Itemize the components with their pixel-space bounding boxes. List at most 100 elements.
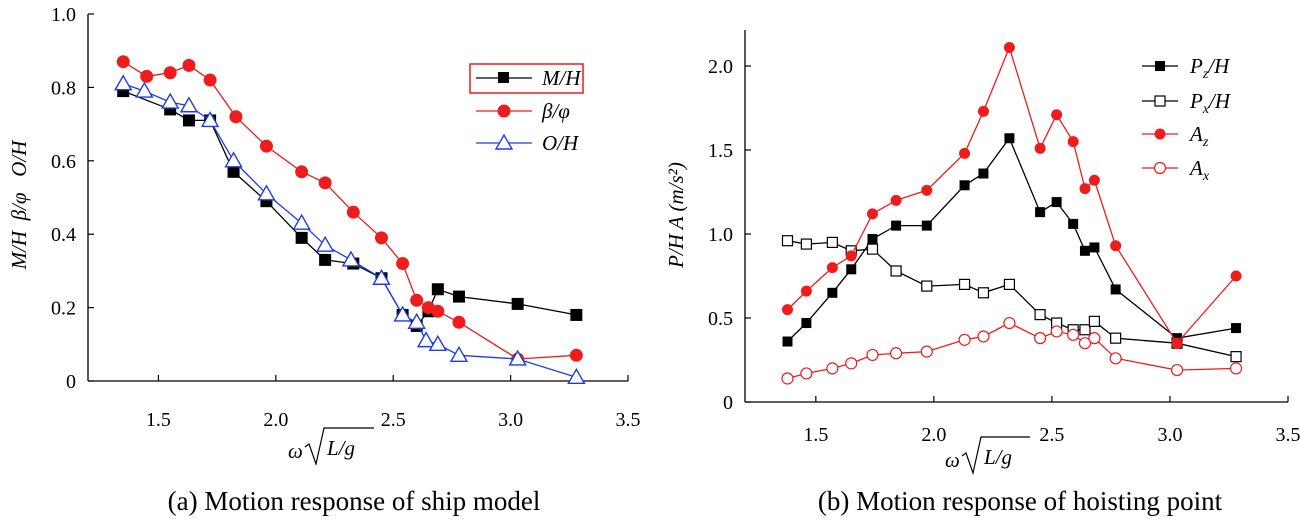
panel-a-x-label-sqrt: L/g (326, 436, 355, 460)
legend-pz-rest: /H (1207, 54, 1231, 78)
panel-b-data-point-px-h (1230, 351, 1242, 363)
panel-b-data-point-ax (1003, 316, 1016, 330)
panel-a-data-point-o-h (292, 213, 311, 230)
panel-b-data-point-px-h (921, 280, 933, 292)
legend-px-p: P (1189, 89, 1203, 113)
panel-a-data-point-series-1 (452, 315, 466, 329)
panel-a-data-point-series-1 (259, 139, 273, 153)
panel-b-xtick-label: 2.5 (1039, 424, 1064, 446)
panel-a-ytick-label: 0 (66, 371, 76, 393)
panel-a-sqrt-sign (304, 427, 374, 467)
panel-a-data-point-o-h (393, 305, 412, 322)
panel-b-data-point-ax (1050, 325, 1063, 338)
panel-a-data-point-o-h (341, 250, 361, 267)
panel-b-data-point-px-h (1088, 315, 1101, 327)
panel-b-xtick-label: 1.5 (803, 424, 828, 446)
panel-b-xtick-label: 2.0 (921, 424, 946, 446)
panel-b-data-point-az (921, 184, 933, 196)
panel-b-data-point-ax (1078, 337, 1092, 350)
panel-b-data-point-pz-h (782, 336, 793, 347)
panel-a-data-point-series-1 (203, 73, 217, 87)
panel-b-data-point-ax (958, 333, 971, 346)
panel-b-data-point-ax (866, 348, 879, 362)
panel-a-ytick-label: 0.4 (51, 224, 76, 246)
panel-a-data-point-o-h (407, 312, 426, 329)
panel-a-series-line-o-h (122, 83, 577, 378)
legend-marker-o-h (494, 133, 514, 150)
legend-px-rest: /H (1208, 89, 1232, 113)
panel-b-data-point-az (781, 304, 793, 316)
caption-b: (b) Motion response of hoisting point (818, 486, 1223, 516)
panel-b-ytick-label: 1.0 (708, 224, 733, 246)
panel-b-data-point-pz-h (1004, 133, 1015, 144)
panel-b-data-point-ax (800, 367, 813, 380)
panel-b-data-point-az (1067, 136, 1079, 148)
panel-b-xtick-label: 3.5 (1276, 424, 1300, 446)
panel-a-data-point-o-h (200, 111, 220, 128)
panel-b-data-point-ax (1067, 328, 1080, 341)
panel-b-data-point-ax (781, 372, 794, 385)
panel-a-data-point-m-h (511, 297, 524, 310)
panel-b-data-point-ax (889, 347, 903, 360)
panel-a-data-point-o-h (567, 367, 586, 385)
panel-b-data-point-px-h (890, 265, 902, 277)
panel-b-xtick-label: 3.0 (1157, 424, 1182, 446)
panel-a-data-point-o-h (428, 334, 448, 351)
legend-label-az: Az (1188, 122, 1209, 150)
panel-b-data-point-az (890, 194, 902, 206)
panel-a-data-point-o-h (508, 349, 527, 366)
panel-a-data-point-m-h (319, 253, 332, 266)
panel-a-data-point-series-1 (431, 304, 445, 318)
panel-b-series-line-az (787, 45, 1237, 345)
panel-b-data-point-az (1003, 42, 1015, 54)
panel-b-ytick-label: 1.5 (708, 140, 733, 162)
panel-a-data-point-o-h (416, 331, 436, 348)
panel-a-data-point-series-1 (182, 58, 196, 72)
panel-a-legend: M/H β/φ O/H (469, 63, 584, 155)
panel-b-data-point-ax (977, 330, 990, 343)
panel-a-xtick-label: 2.5 (381, 409, 406, 431)
panel-b-data-point-pz-h (846, 264, 857, 275)
panel-b-data-point-ax (1088, 332, 1101, 345)
panel-b-data-point-px-h (781, 235, 794, 247)
panel-a-data-point-m-h (227, 165, 240, 178)
panel-a-data-point-o-h (135, 81, 154, 98)
panel-b-x-label-omega: ω (945, 448, 960, 472)
panel-b-data-point-az (800, 285, 812, 297)
panel-b-data-point-az (866, 208, 878, 220)
panel-a-data-point-series-1 (396, 257, 410, 271)
panel-b-sqrt-sign (961, 436, 1030, 476)
panel-a-data-point-o-h (224, 151, 243, 168)
legend-px-sub: x (1202, 102, 1210, 117)
panel-a-data-point-o-h (257, 184, 276, 201)
panel-b-data-point-ax (1229, 362, 1243, 375)
panel-b-data-point-pz-h (867, 234, 878, 245)
panel-b-data-point-pz-h (978, 168, 989, 179)
panel-b-data-point-px-h (1110, 332, 1122, 344)
panel-a-data-point-m-h (570, 308, 583, 321)
panel-a-data-point-series-1 (569, 348, 583, 362)
panel-a-data-point-series-1 (318, 176, 332, 190)
panel-a-xtick-label: 3.0 (498, 409, 523, 431)
panel-a-x-label-omega: ω (288, 439, 303, 463)
legend-marker-ax (1153, 161, 1167, 175)
legend-az-sub: z (1202, 135, 1209, 150)
panel-a-data-point-series-1 (295, 165, 309, 179)
panel-b-data-point-pz-h (891, 220, 902, 231)
panel-b-data-point-az (959, 147, 971, 159)
panel-b-ytick-label: 0 (723, 392, 733, 414)
panel-a-data-point-m-h (452, 290, 465, 303)
panel-b-data-point-pz-h (1079, 245, 1090, 256)
panel-b-data-point-px-h (826, 236, 838, 248)
panel-b: 1.5 2.0 2.5 3.0 3.5 0 0.5 1.0 1.5 2.0 P/H A (m/s… (664, 30, 1300, 516)
legend-highlight-box (469, 63, 584, 94)
panel-b-data-point-ax (920, 345, 933, 358)
panel-a-ytick-label: 0.8 (51, 77, 76, 99)
panel-b-data-point-pz-h (921, 220, 932, 231)
panel-a-data-point-m-h (295, 231, 308, 244)
panel-a-data-point-o-h (372, 268, 391, 285)
panel-a-x-label: ω L/g (288, 427, 374, 467)
legend-az-a: A (1188, 122, 1203, 146)
panel-b-data-point-pz-h (1089, 242, 1100, 253)
panel-b-data-point-pz-h (1068, 218, 1079, 229)
